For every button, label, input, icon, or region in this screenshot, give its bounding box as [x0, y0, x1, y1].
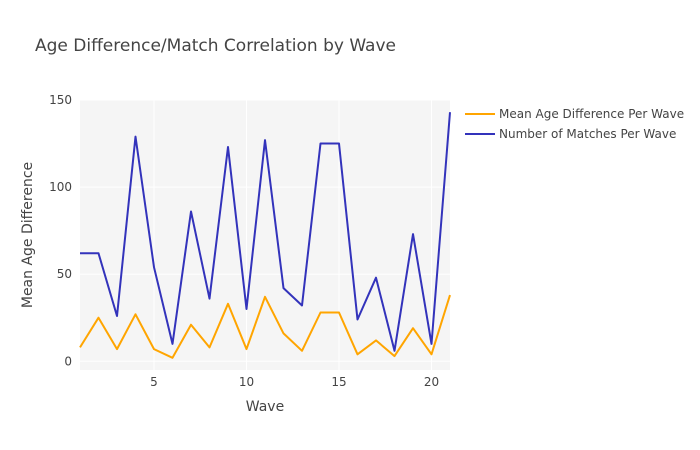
legend: Mean Age Difference Per Wave Number of Ma… — [465, 107, 684, 141]
y-tick-label: 100 — [49, 180, 72, 194]
tick-labels: 0 50 100 150 5 10 15 20 — [49, 93, 439, 389]
x-tick-label: 20 — [424, 375, 439, 389]
series-line-mean-age-difference — [79, 294, 451, 359]
legend-item[interactable]: Mean Age Difference Per Wave — [465, 107, 684, 121]
x-tick-label: 10 — [239, 375, 254, 389]
gridlines — [80, 99, 450, 370]
series-line-number-of-matches — [80, 112, 451, 352]
x-axis-title: Wave — [246, 399, 284, 415]
legend-label: Number of Matches Per Wave — [499, 127, 676, 141]
y-tick-label: 0 — [64, 354, 72, 368]
legend-label: Mean Age Difference Per Wave — [499, 107, 684, 121]
x-tick-label: 15 — [331, 375, 346, 389]
legend-item[interactable]: Number of Matches Per Wave — [465, 127, 676, 141]
x-tick-label: 5 — [150, 375, 158, 389]
chart-title: Age Difference/Match Correlation by Wave — [35, 36, 396, 56]
y-tick-label: 50 — [57, 267, 72, 281]
y-axis-title: Mean Age Difference — [20, 162, 36, 308]
y-tick-label: 150 — [49, 93, 72, 107]
series-lines — [79, 112, 451, 359]
